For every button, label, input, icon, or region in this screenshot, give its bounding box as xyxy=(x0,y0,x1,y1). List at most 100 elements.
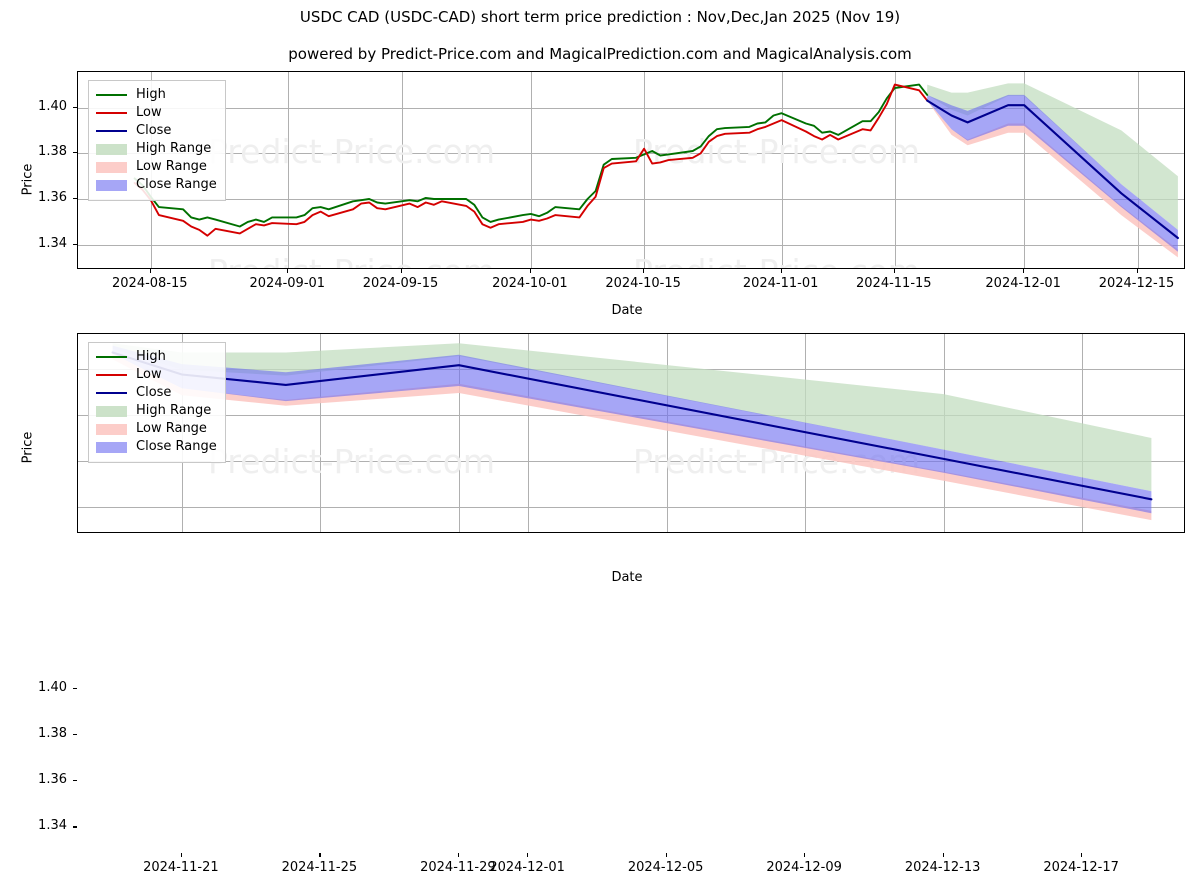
gridline-vertical xyxy=(1024,72,1026,268)
legend-swatch-close-range-icon xyxy=(96,179,127,191)
legend-swatch-high-icon xyxy=(96,89,127,101)
x-tick-label: 2024-12-05 xyxy=(627,860,704,875)
y-tickmark xyxy=(73,106,77,108)
x-tickmark xyxy=(1081,853,1083,857)
series-layer xyxy=(111,343,1153,521)
upper-x-axis-label: Date xyxy=(611,303,643,318)
legend-item-high-range: High Range xyxy=(96,140,217,158)
x-tick-label: 2024-11-15 xyxy=(856,276,932,291)
legend-label: Close xyxy=(136,385,172,400)
upper-chart-panel: Price Date Predict-Price.com Predict-Pric… xyxy=(0,0,1200,320)
legend-label: Close Range xyxy=(136,439,217,454)
low-line xyxy=(133,83,929,237)
high-range-band xyxy=(927,83,1178,230)
x-tickmark xyxy=(180,853,183,857)
lower-chart-panel: Price Date Predict-Price.com Predict-Pric… xyxy=(0,320,1200,875)
legend-swatch-high-range-icon xyxy=(96,405,127,417)
x-tickmark xyxy=(149,269,151,273)
y-tickmark xyxy=(73,687,77,689)
x-tickmark xyxy=(287,269,289,273)
x-tickmark xyxy=(400,269,402,273)
x-tickmark xyxy=(457,853,460,857)
close-range-band xyxy=(927,94,1178,252)
x-tickmark xyxy=(527,853,529,857)
legend-item-close-range: Close Range xyxy=(96,438,217,456)
y-tick-label: 1.36 xyxy=(38,190,67,205)
legend-label: Low xyxy=(136,367,162,382)
legend-swatch-high-icon xyxy=(96,351,127,363)
x-tick-label: 2024-11-21 xyxy=(143,860,219,875)
gridline-horizontal xyxy=(78,244,1184,246)
legend-swatch-low-range-icon xyxy=(96,423,127,435)
legend-swatch-close-range-icon xyxy=(96,441,127,453)
legend-item-low-range: Low Range xyxy=(96,420,217,438)
x-tick-label: 2024-10-01 xyxy=(492,276,568,291)
legend-label: Low Range xyxy=(136,421,207,436)
y-tickmark xyxy=(73,733,77,736)
page-title: USDC CAD (USDC-CAD) short term price pre… xyxy=(299,8,901,26)
x-tick-label: 2024-12-15 xyxy=(1098,276,1175,291)
x-tickmark xyxy=(804,853,806,857)
y-tick-label: 1.40 xyxy=(38,679,67,695)
x-tickmark xyxy=(942,853,944,857)
legend-item-high-range: High Range xyxy=(96,402,217,420)
gridline-vertical xyxy=(288,72,290,268)
y-tick-label: 1.36 xyxy=(38,772,67,788)
legend-item-close: Close xyxy=(96,384,217,402)
gridline-vertical xyxy=(401,72,403,268)
y-tick-label: 1.34 xyxy=(38,818,67,834)
legend-label: High Range xyxy=(136,141,212,156)
y-tickmark xyxy=(73,243,77,245)
x-tick-label: 2024-11-01 xyxy=(742,276,819,291)
x-tickmark xyxy=(529,269,532,273)
legend-item-close: Close xyxy=(96,122,217,140)
x-tick-label: 2024-10-15 xyxy=(605,276,681,291)
gridline-horizontal xyxy=(78,153,1184,155)
close-range-band xyxy=(112,345,1152,514)
x-tickmark xyxy=(1136,269,1138,273)
close-line xyxy=(926,99,1179,240)
x-tick-label: 2024-12-01 xyxy=(985,276,1061,291)
x-tickmark xyxy=(665,853,667,857)
legend-label: Close Range xyxy=(136,177,217,192)
lower-legend: High Low Close High Range Low Range Close Ran… xyxy=(88,342,226,463)
x-tick-label: 2024-08-15 xyxy=(112,276,188,291)
legend-item-low-range: Low Range xyxy=(96,158,217,176)
legend-swatch-close-icon xyxy=(96,125,127,137)
gridline-horizontal xyxy=(78,107,1184,109)
gridline-vertical xyxy=(666,334,668,532)
legend-item-low: Low xyxy=(96,366,217,384)
gridline-horizontal xyxy=(78,507,1184,509)
legend-swatch-high-range-icon xyxy=(96,143,127,155)
x-tickmark xyxy=(1023,269,1025,273)
y-tickmark xyxy=(73,152,77,154)
x-tick-label: 2024-12-09 xyxy=(766,860,842,875)
x-tickmark xyxy=(643,269,645,273)
low-range-band xyxy=(112,353,1152,521)
series-layer xyxy=(133,83,1179,258)
y-tick-label: 1.38 xyxy=(38,144,67,160)
gridline-vertical xyxy=(894,72,896,268)
x-tickmark xyxy=(780,269,782,273)
legend-item-low: Low xyxy=(96,104,217,122)
x-tick-label: 2024-11-25 xyxy=(281,860,358,875)
y-tickmark xyxy=(73,826,77,828)
gridline-vertical xyxy=(644,72,646,268)
x-tick-label: 2024-09-01 xyxy=(249,276,326,291)
y-tickmark xyxy=(73,780,77,782)
legend-label: High Range xyxy=(136,403,212,418)
high-line xyxy=(133,83,929,228)
legend-item-high: High xyxy=(96,86,217,104)
legend-label: Close xyxy=(136,123,172,138)
gridline-vertical xyxy=(528,334,530,532)
gridline-vertical xyxy=(781,72,783,268)
legend-swatch-low-range-icon xyxy=(96,161,127,173)
lower-plot-area: Predict-Price.com Predict-Price.com xyxy=(77,333,1185,533)
y-tickmark xyxy=(73,198,77,200)
gridline-vertical xyxy=(530,72,532,268)
legend-item-high: High xyxy=(96,348,217,366)
gridline-vertical xyxy=(458,334,460,532)
x-tickmark xyxy=(319,853,321,857)
upper-legend: High Low Close High Range Low Range Close Ran… xyxy=(88,80,226,201)
